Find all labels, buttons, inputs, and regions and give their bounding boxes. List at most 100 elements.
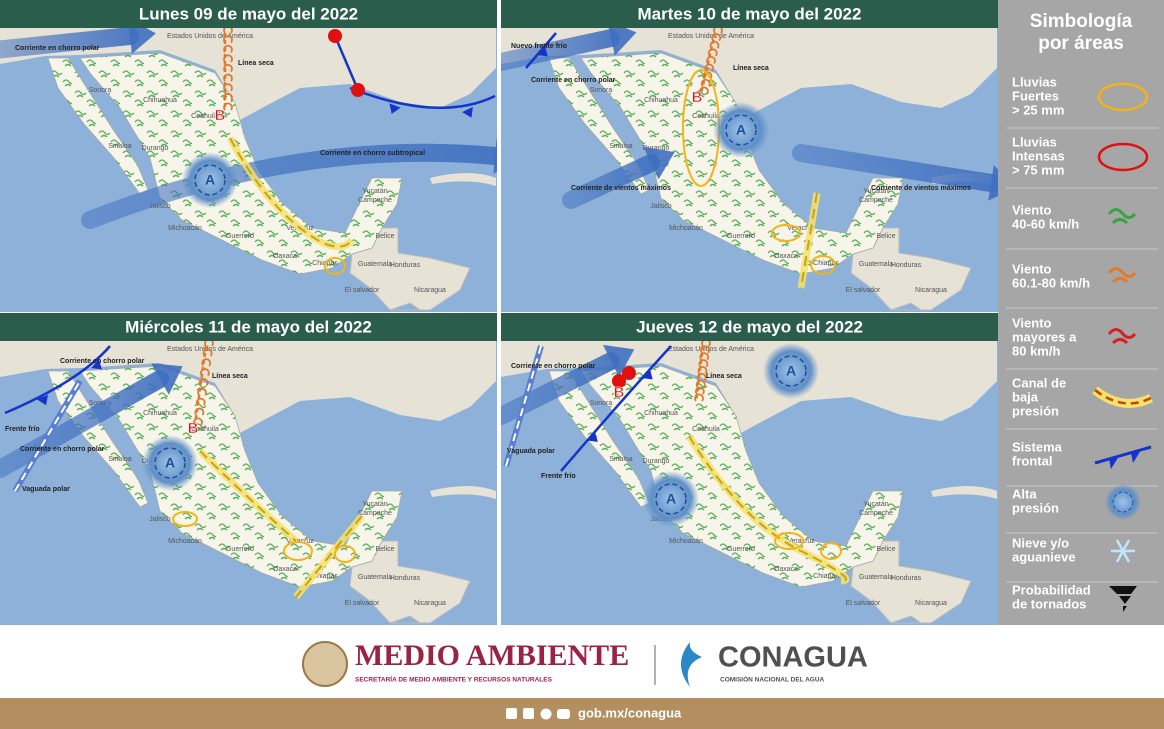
place-label: Jalisco bbox=[149, 203, 171, 210]
legend-icon bbox=[1094, 445, 1152, 465]
place-label: Michoacán bbox=[669, 538, 703, 545]
place-label: Honduras bbox=[390, 262, 421, 269]
high-pressure-ring bbox=[655, 483, 687, 515]
map-annotation: Vaguada polar bbox=[22, 486, 70, 493]
place-label: Sonora bbox=[89, 87, 112, 94]
place-label: Oaxaca bbox=[774, 253, 798, 260]
jet-stream bbox=[0, 370, 169, 478]
place-label: Honduras bbox=[891, 262, 922, 269]
panel-title: Martes 10 de mayo del 2022 bbox=[638, 4, 862, 23]
dry-line-curl bbox=[706, 55, 716, 65]
legend-title: Simbología bbox=[1030, 11, 1133, 32]
dry-line-curl bbox=[713, 28, 723, 34]
dry-line-curl bbox=[700, 345, 711, 354]
trough-polar-dash bbox=[14, 380, 81, 492]
place-label: El salvador bbox=[846, 287, 881, 294]
map-body: Estados Unidos de América Sonora Chihuahua… bbox=[501, 28, 998, 312]
rain-area bbox=[283, 541, 313, 561]
dry-line-curl bbox=[223, 102, 233, 111]
social-icons bbox=[506, 708, 570, 720]
place-label: Chihuahua bbox=[644, 97, 678, 104]
place-label: Belice bbox=[375, 546, 394, 553]
legend-title: por áreas bbox=[1038, 33, 1124, 54]
legend-icon-dash bbox=[1094, 389, 1152, 405]
place-label: Durango bbox=[142, 145, 169, 152]
place-label: Guerrero bbox=[226, 233, 254, 240]
map-annotation: Corriente en chorro polar bbox=[511, 363, 596, 370]
legend-label: Viento bbox=[1012, 202, 1052, 217]
place-label: Nicaragua bbox=[915, 600, 947, 607]
place-label: El salvador bbox=[345, 287, 380, 294]
low-pressure-label: B bbox=[692, 89, 703, 106]
dry-line-curl bbox=[223, 83, 233, 92]
jet-stream bbox=[501, 29, 620, 72]
dry-line-curl bbox=[202, 348, 213, 357]
dry-line-curl bbox=[711, 33, 722, 42]
place-label: Campeche bbox=[358, 510, 392, 517]
high-pressure-label: A bbox=[205, 172, 215, 188]
legend-label: Alta bbox=[1012, 486, 1037, 501]
map-annotation: Corriente en chorro polar bbox=[20, 446, 105, 453]
map-annotation: Corriente en chorro polar bbox=[60, 358, 145, 365]
map: Estados Unidos de América Sonora Chihuahua… bbox=[501, 28, 998, 312]
land-central-america bbox=[349, 227, 471, 311]
place-label: Veracruz bbox=[787, 225, 815, 232]
forecast-panel: Miércoles 11 de mayo del 2022 Estados Uni… bbox=[0, 313, 497, 625]
high-pressure-halo bbox=[643, 471, 699, 527]
dry-line-curl bbox=[695, 379, 706, 388]
legend-label: > 75 mm bbox=[1012, 162, 1064, 177]
jet-stream bbox=[501, 352, 620, 425]
legend-label: Probabilidad bbox=[1012, 582, 1091, 597]
legend-label: baja bbox=[1012, 389, 1039, 404]
legend-label: Intensas bbox=[1012, 148, 1065, 163]
place-label: Estados Unidos de América bbox=[668, 33, 754, 40]
place-label: Sonora bbox=[590, 87, 613, 94]
dry-line bbox=[694, 345, 705, 402]
cold-front-barb bbox=[91, 358, 102, 370]
rain-area bbox=[324, 257, 346, 275]
legend-label: 60.1-80 km/h bbox=[1012, 275, 1090, 290]
place-label: Guatemala bbox=[859, 574, 893, 581]
place-label: Nicaragua bbox=[414, 287, 446, 294]
place-label: El salvador bbox=[345, 600, 380, 607]
dry-line-curl bbox=[704, 63, 715, 72]
warm-front-bulge bbox=[612, 374, 626, 388]
cold-front-barb bbox=[462, 106, 473, 118]
legend-icon bbox=[1105, 484, 1141, 520]
place-label: Nicaragua bbox=[915, 287, 947, 294]
high-pressure-ring bbox=[154, 447, 186, 479]
legend-icon bbox=[1097, 82, 1149, 112]
trough-dash bbox=[229, 137, 353, 248]
place-label: Nicaragua bbox=[414, 600, 446, 607]
panel-header bbox=[501, 0, 998, 28]
warm-front-bulge bbox=[351, 83, 365, 97]
jet-arrowhead bbox=[602, 344, 635, 378]
place-label: Oaxaca bbox=[774, 566, 798, 573]
legend-label: Canal de bbox=[1012, 375, 1066, 390]
place-label: Chiapas bbox=[813, 260, 839, 267]
dry-line-curl bbox=[696, 372, 707, 381]
place-label: Honduras bbox=[891, 575, 922, 582]
land-cuba bbox=[430, 486, 496, 499]
land-us bbox=[0, 341, 496, 433]
place-label: Honduras bbox=[390, 575, 421, 582]
place-label: Coahuila bbox=[191, 426, 219, 433]
dry-line-curl bbox=[709, 40, 720, 49]
land-us bbox=[501, 28, 997, 120]
panel-header bbox=[0, 0, 497, 28]
map-annotation: Corriente de vientos máximos bbox=[571, 185, 671, 192]
low-pressure-label: B bbox=[188, 420, 199, 437]
place-label: Sonora bbox=[590, 400, 613, 407]
high-pressure-ring bbox=[194, 164, 226, 196]
legend-label: 80 km/h bbox=[1012, 343, 1060, 358]
high-pressure-label: A bbox=[666, 491, 676, 507]
map-annotation: Línea seca bbox=[238, 60, 274, 67]
place-label: Yucatán bbox=[863, 188, 888, 195]
jet-stream bbox=[0, 28, 139, 59]
jet-stream bbox=[81, 143, 497, 229]
place-label: Coahuila bbox=[692, 426, 720, 433]
panel-header bbox=[0, 313, 497, 341]
dry-line-curl bbox=[197, 387, 208, 396]
place-label: Yucatán bbox=[362, 501, 387, 508]
